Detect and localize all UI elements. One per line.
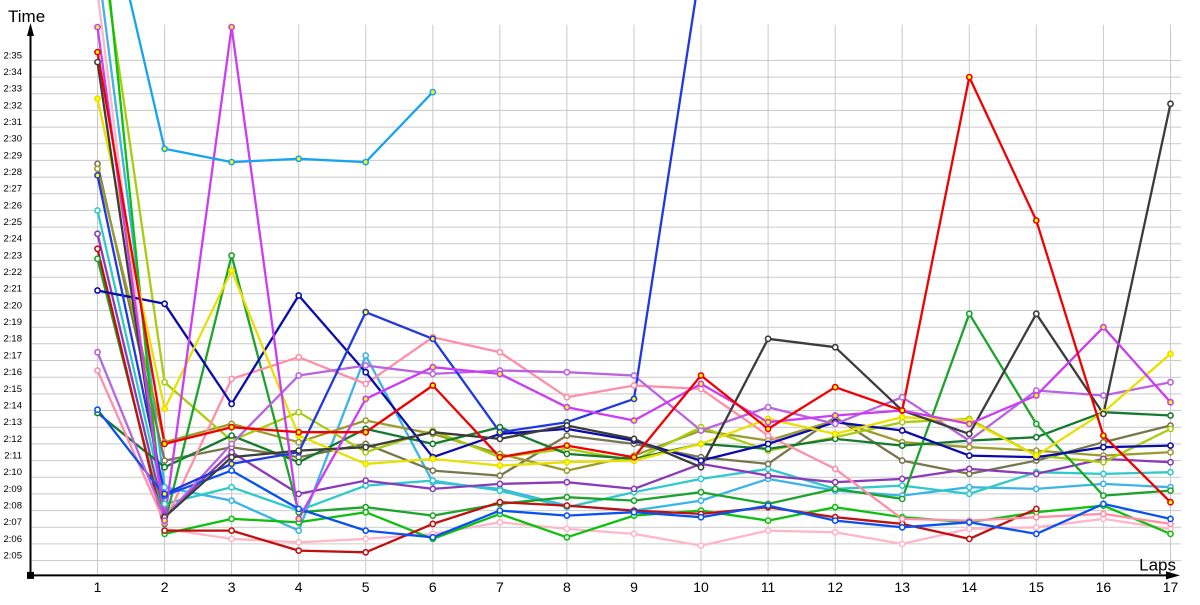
svg-text:10: 10: [693, 579, 709, 595]
svg-text:Time: Time: [8, 7, 45, 26]
svg-text:13: 13: [894, 579, 910, 595]
svg-text:2:28: 2:28: [4, 167, 23, 178]
svg-text:2:14: 2:14: [4, 400, 23, 411]
svg-text:2:30: 2:30: [4, 134, 23, 145]
svg-text:2:11: 2:11: [4, 451, 22, 462]
svg-text:2:13: 2:13: [4, 417, 23, 428]
svg-text:5: 5: [362, 579, 370, 595]
svg-text:2:23: 2:23: [4, 250, 23, 261]
svg-text:14: 14: [962, 579, 978, 595]
svg-text:2:31: 2:31: [4, 117, 23, 128]
svg-text:2:24: 2:24: [4, 234, 23, 245]
svg-text:2:08: 2:08: [4, 501, 23, 512]
svg-text:2:18: 2:18: [4, 334, 23, 345]
svg-text:2:32: 2:32: [4, 100, 23, 111]
svg-text:2:34: 2:34: [4, 67, 23, 78]
svg-text:2:35: 2:35: [4, 50, 23, 61]
svg-text:9: 9: [630, 579, 638, 595]
svg-text:3: 3: [228, 579, 236, 595]
svg-text:15: 15: [1029, 579, 1045, 595]
svg-text:7: 7: [496, 579, 504, 595]
svg-text:4: 4: [295, 579, 303, 595]
svg-text:2:07: 2:07: [4, 517, 23, 528]
svg-text:2:27: 2:27: [4, 184, 23, 195]
svg-text:8: 8: [563, 579, 571, 595]
svg-text:2:20: 2:20: [4, 300, 23, 311]
svg-text:2:12: 2:12: [4, 434, 23, 445]
svg-text:2:33: 2:33: [4, 84, 23, 95]
svg-text:1: 1: [94, 579, 102, 595]
svg-text:2:15: 2:15: [4, 384, 23, 395]
svg-text:2:26: 2:26: [4, 200, 23, 211]
svg-text:2:06: 2:06: [4, 534, 23, 545]
svg-text:12: 12: [827, 579, 843, 595]
svg-text:2: 2: [161, 579, 169, 595]
svg-text:Laps: Laps: [1139, 556, 1176, 575]
svg-text:11: 11: [761, 579, 776, 595]
svg-text:2:09: 2:09: [4, 484, 23, 495]
svg-text:2:21: 2:21: [4, 284, 23, 295]
svg-text:17: 17: [1163, 579, 1179, 595]
svg-text:2:10: 2:10: [4, 467, 23, 478]
svg-text:2:25: 2:25: [4, 217, 23, 228]
svg-text:6: 6: [429, 579, 437, 595]
svg-text:2:29: 2:29: [4, 150, 23, 161]
svg-text:2:17: 2:17: [4, 350, 23, 361]
svg-text:16: 16: [1096, 579, 1112, 595]
svg-text:2:19: 2:19: [4, 317, 23, 328]
svg-text:2:05: 2:05: [4, 551, 23, 562]
svg-text:2:16: 2:16: [4, 367, 23, 378]
svg-text:2:22: 2:22: [4, 267, 23, 278]
